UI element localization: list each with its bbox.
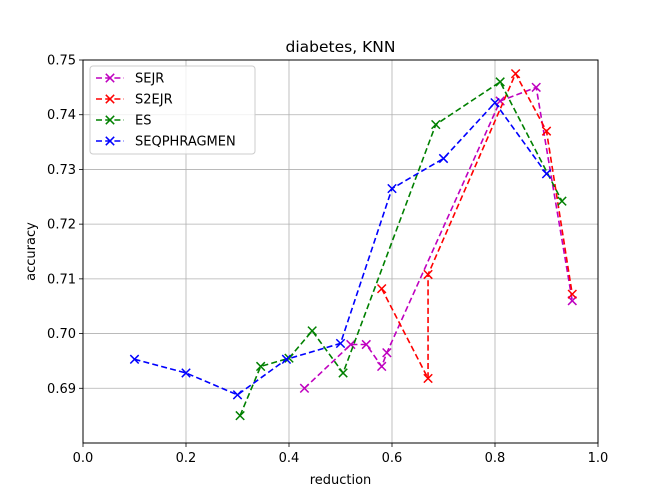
data-point-seqphragmen [490,97,500,108]
legend-box [89,65,256,155]
series-s2ejr [376,68,577,384]
data-point-es [557,196,567,206]
legend-item-seqphragmen: SEQPHRAGMEN [96,135,236,150]
data-point-s2ejr [567,289,577,299]
legend-label: SEJR [135,72,164,87]
legend-marker-sejr [105,73,115,83]
grid [82,59,599,443]
legend-marker-seqphragmen [105,136,115,146]
data-point-seqphragmen [281,354,292,365]
data-point-seqphragmen [335,338,346,349]
y-tick-label: 0.74 [47,108,76,123]
legend-item-sejr: SEJR [96,72,164,87]
x-tick-label: 0.2 [176,451,197,466]
data-point-es [431,119,441,130]
y-tick-label: 0.75 [47,54,76,69]
series-line-s2ejr [380,71,574,379]
data-point-seqphragmen [438,153,449,164]
x-tick-label: 0.6 [382,451,403,466]
series-line-es [239,80,563,416]
data-point-es [235,410,245,421]
legend-marker-es [105,115,115,125]
y-tick-label: 0.73 [47,163,76,178]
x-tick-label: 0.4 [279,451,300,466]
series-layer [129,68,577,421]
data-point-seqphragmen [181,368,191,378]
chart-title: diabetes, KNN [286,38,396,56]
data-point-seqphragmen [232,390,243,400]
legend-marker-s2ejr [105,94,115,104]
series-line-sejr [303,86,574,389]
data-point-sejr [376,361,387,372]
plot-frame [82,59,599,444]
data-point-seqphragmen [129,354,140,365]
legend-label: SEQPHRAGMEN [135,135,236,150]
data-point-es [307,326,317,336]
legend-label: ES [135,114,151,129]
x-tick-label: 0.0 [73,451,94,466]
y-axis-label: accuracy [24,222,39,281]
data-point-sejr [299,383,310,394]
legend: SEJR S2EJR ES SEQPHRAGMEN [89,65,256,155]
legend-item-s2ejr: S2EJR [96,93,173,108]
y-tick-label: 0.69 [47,382,76,397]
legend-label: S2EJR [135,93,173,108]
data-point-sejr [531,82,541,93]
data-point-sejr [346,339,356,350]
x-tick-label: 0.8 [485,451,506,466]
data-point-s2ejr [376,283,387,294]
y-tick-label: 0.70 [47,327,76,342]
data-point-sejr [361,339,371,350]
y-tick-label: 0.71 [47,272,76,287]
data-point-es [495,77,505,87]
x-axis-label: reduction [310,473,372,488]
x-tick-label: 1.0 [588,451,609,466]
data-point-s2ejr [423,373,433,384]
series-sejr [299,82,577,394]
data-point-es [255,361,266,372]
data-point-es [338,368,348,378]
series-seqphragmen [129,97,552,400]
data-point-seqphragmen [387,183,397,194]
data-point-s2ejr [541,126,552,136]
axis-ticks: 0.0 0.2 0.4 0.6 0.8 1.0 0.69 0.70 0.71 0.72 0.73 0.… [47,54,608,467]
data-point-sejr [382,347,392,358]
series-es [235,77,567,421]
data-point-s2ejr [510,68,521,79]
data-point-es [284,353,294,363]
legend-item-es: ES [96,114,151,129]
y-tick-label: 0.72 [47,218,76,233]
data-point-seqphragmen [541,169,552,179]
data-point-s2ejr [423,269,433,280]
